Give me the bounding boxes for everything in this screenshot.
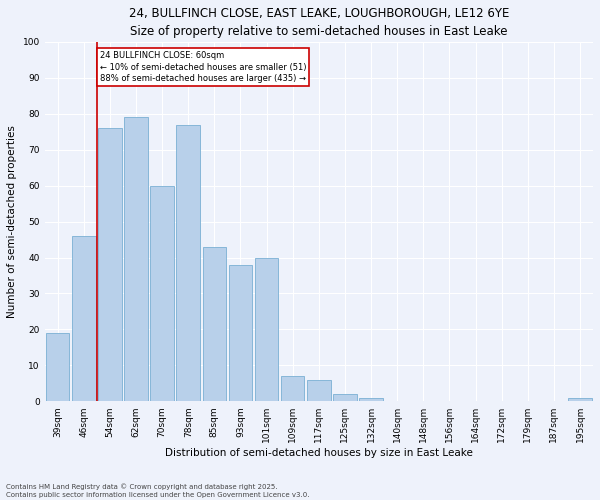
Bar bbox=[46, 333, 70, 402]
Bar bbox=[568, 398, 592, 402]
Text: Contains HM Land Registry data © Crown copyright and database right 2025.
Contai: Contains HM Land Registry data © Crown c… bbox=[6, 484, 310, 498]
Bar bbox=[72, 236, 95, 402]
Bar bbox=[281, 376, 304, 402]
Bar bbox=[333, 394, 357, 402]
Bar bbox=[203, 246, 226, 402]
Bar bbox=[229, 264, 252, 402]
Bar bbox=[176, 124, 200, 402]
Bar bbox=[98, 128, 122, 402]
Bar bbox=[359, 398, 383, 402]
Bar bbox=[151, 186, 174, 402]
Y-axis label: Number of semi-detached properties: Number of semi-detached properties bbox=[7, 125, 17, 318]
Title: 24, BULLFINCH CLOSE, EAST LEAKE, LOUGHBOROUGH, LE12 6YE
Size of property relativ: 24, BULLFINCH CLOSE, EAST LEAKE, LOUGHBO… bbox=[128, 7, 509, 38]
Bar bbox=[255, 258, 278, 402]
X-axis label: Distribution of semi-detached houses by size in East Leake: Distribution of semi-detached houses by … bbox=[165, 448, 473, 458]
Text: 24 BULLFINCH CLOSE: 60sqm
← 10% of semi-detached houses are smaller (51)
88% of : 24 BULLFINCH CLOSE: 60sqm ← 10% of semi-… bbox=[100, 51, 307, 84]
Bar bbox=[307, 380, 331, 402]
Bar bbox=[124, 118, 148, 402]
